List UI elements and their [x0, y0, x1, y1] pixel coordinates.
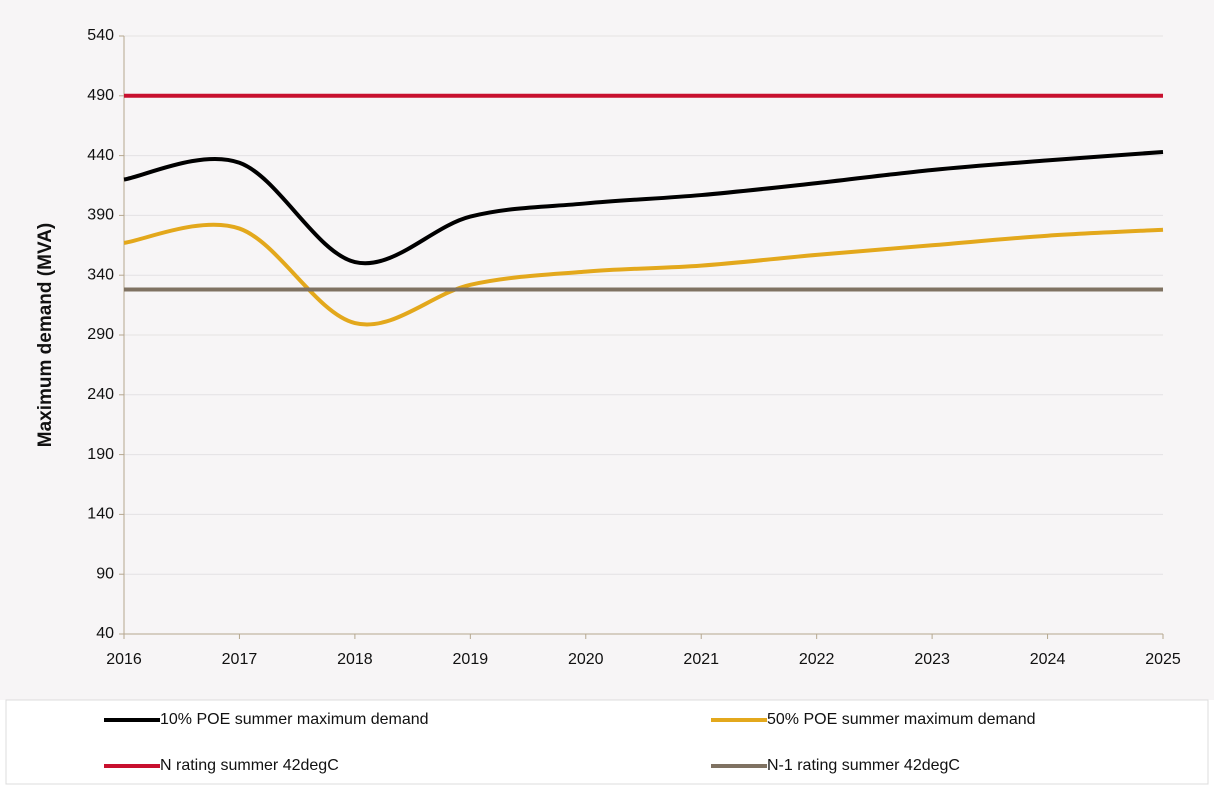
legend-label: 10% POE summer maximum demand	[160, 711, 429, 728]
x-tick-label: 2017	[222, 651, 258, 668]
y-tick-label: 540	[87, 27, 114, 44]
legend-label: N rating summer 42degC	[160, 757, 339, 774]
legend-box	[5, 699, 1209, 785]
x-tick-label: 2016	[106, 651, 142, 668]
y-axis-label: Maximum demand (MVA)	[35, 223, 56, 448]
y-tick-label: 190	[87, 446, 114, 463]
y-tick-label: 40	[96, 625, 114, 642]
y-tick-label: 390	[87, 207, 114, 224]
x-tick-label: 2018	[337, 651, 373, 668]
plot-background	[0, 0, 1214, 700]
y-tick-label: 90	[96, 565, 114, 582]
x-tick-label: 2025	[1145, 651, 1181, 668]
x-tick-label: 2020	[568, 651, 604, 668]
y-tick-label: 340	[87, 266, 114, 283]
y-tick-label: 140	[87, 506, 114, 523]
legend-label: N-1 rating summer 42degC	[767, 757, 960, 774]
y-tick-label: 490	[87, 87, 114, 104]
y-tick-label: 440	[87, 147, 114, 164]
series-line	[123, 222, 1164, 327]
x-tick-label: 2023	[914, 651, 950, 668]
legend-label: 50% POE summer maximum demand	[767, 711, 1036, 728]
series-line	[123, 150, 1164, 266]
x-tick-label: 2019	[453, 651, 489, 668]
x-tick-label: 2024	[1030, 651, 1066, 668]
x-tick-label: 2021	[683, 651, 719, 668]
y-tick-label: 240	[87, 386, 114, 403]
y-tick-label: 290	[87, 326, 114, 343]
x-tick-label: 2022	[799, 651, 835, 668]
